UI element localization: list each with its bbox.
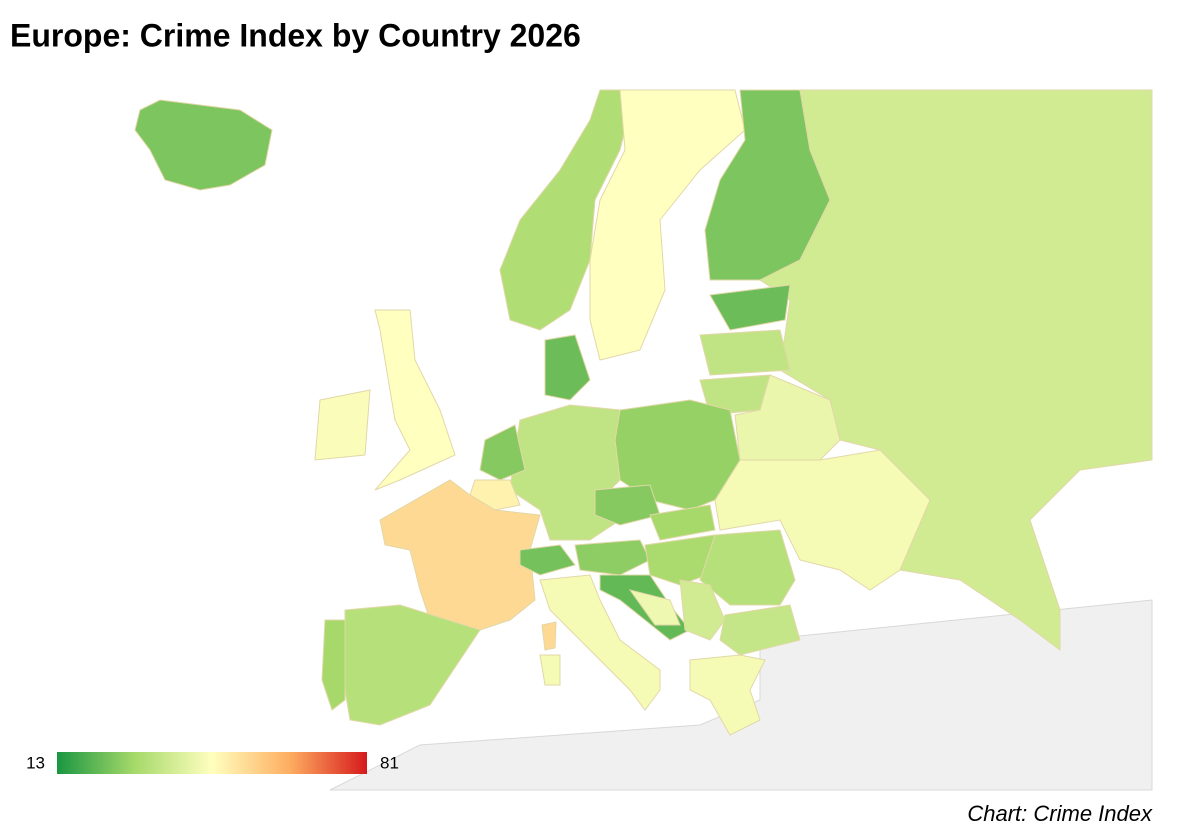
ukraine bbox=[714, 449, 931, 591]
france-shape bbox=[379, 479, 541, 631]
netherlands-shape bbox=[479, 424, 526, 481]
norway bbox=[499, 89, 636, 331]
united-kingdom-shape bbox=[374, 309, 456, 491]
switzerland bbox=[519, 544, 576, 576]
estonia bbox=[709, 284, 791, 331]
norway-shape bbox=[499, 89, 636, 331]
iceland-shape bbox=[134, 99, 273, 191]
source: Chart: Crime Index bbox=[967, 801, 1153, 826]
denmark bbox=[544, 334, 591, 401]
serbia-shape bbox=[679, 579, 726, 641]
chart-title: Europe: Crime Index by Country 2026 bbox=[10, 17, 581, 53]
ukraine-shape bbox=[714, 449, 931, 591]
serbia bbox=[679, 579, 726, 641]
italy bbox=[539, 574, 661, 711]
bosnia bbox=[628, 589, 681, 626]
latvia bbox=[699, 329, 791, 376]
denmark-shape bbox=[544, 334, 591, 401]
france-shape bbox=[541, 621, 557, 651]
greece bbox=[689, 654, 766, 736]
colorbar bbox=[57, 752, 367, 774]
bulgaria bbox=[719, 604, 801, 656]
portugal-shape bbox=[321, 619, 346, 711]
hungary-shape bbox=[644, 534, 721, 586]
united-kingdom bbox=[374, 309, 456, 491]
ireland bbox=[314, 389, 371, 461]
portugal bbox=[321, 619, 346, 711]
map bbox=[10, 85, 1153, 791]
colorbar-max-label: 81 bbox=[380, 753, 399, 772]
czechia bbox=[594, 484, 661, 526]
france bbox=[379, 479, 557, 651]
iceland bbox=[134, 99, 273, 191]
switzerland-shape bbox=[519, 544, 576, 576]
slovakia bbox=[649, 504, 716, 541]
netherlands bbox=[479, 424, 526, 481]
bosnia-shape bbox=[628, 589, 681, 626]
romania-shape bbox=[699, 529, 796, 606]
slovakia-shape bbox=[649, 504, 716, 541]
colorbar-min-label: 13 bbox=[26, 753, 45, 772]
czechia-shape bbox=[594, 484, 661, 526]
greece-shape bbox=[689, 654, 766, 736]
latvia-shape bbox=[699, 329, 791, 376]
bulgaria-shape bbox=[719, 604, 801, 656]
hungary bbox=[644, 534, 721, 586]
romania bbox=[699, 529, 796, 606]
estonia-shape bbox=[709, 284, 791, 331]
ireland-shape bbox=[314, 389, 371, 461]
austria bbox=[574, 539, 651, 576]
austria-shape bbox=[574, 539, 651, 576]
italy-shape bbox=[539, 654, 561, 686]
italy-shape bbox=[539, 574, 661, 711]
